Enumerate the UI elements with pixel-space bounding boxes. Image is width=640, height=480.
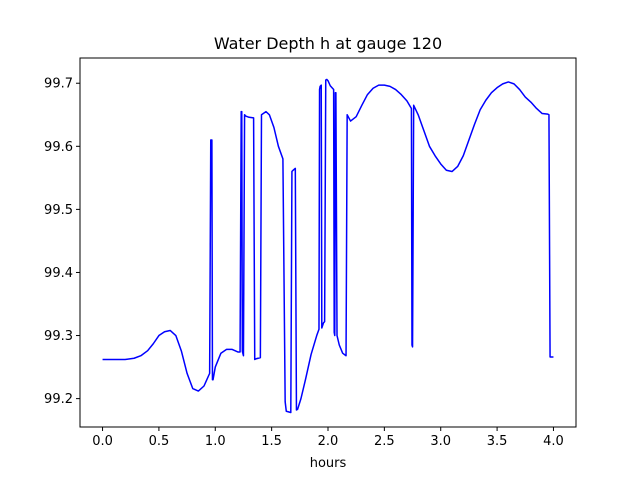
chart-title: Water Depth h at gauge 120 (214, 34, 442, 53)
y-axis: 99.2 99.3 99.4 99.5 99.6 99.7 (44, 77, 80, 407)
y-tick-label: 99.2 (44, 392, 73, 407)
x-tick-label: 4.0 (543, 434, 564, 449)
x-tick-label: 1.5 (261, 434, 282, 449)
x-axis: 0.0 0.5 1.0 1.5 2.0 2.5 3.0 3.5 4.0 (92, 427, 564, 449)
x-tick-label: 3.5 (487, 434, 508, 449)
y-tick-label: 99.3 (44, 329, 73, 344)
y-tick-label: 99.5 (44, 203, 73, 218)
x-axis-label: hours (310, 456, 347, 471)
x-tick-label: 3.0 (430, 434, 451, 449)
x-tick-label: 0.5 (149, 434, 170, 449)
x-tick-label: 1.0 (205, 434, 226, 449)
y-tick-label: 99.7 (44, 77, 73, 92)
y-tick-label: 99.4 (44, 266, 73, 281)
y-tick-label: 99.6 (44, 140, 73, 155)
x-tick-label: 2.5 (374, 434, 395, 449)
series-line (102, 78, 554, 414)
plot-area (102, 78, 554, 414)
x-tick-label: 0.0 (92, 434, 113, 449)
x-tick-label: 2.0 (318, 434, 339, 449)
